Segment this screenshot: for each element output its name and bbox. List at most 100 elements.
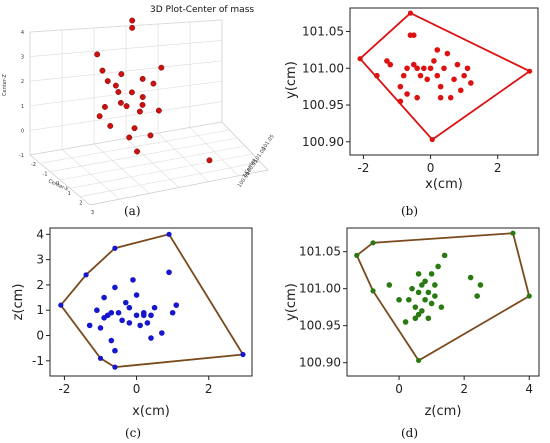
data-point xyxy=(97,325,104,331)
data-point xyxy=(438,304,445,310)
data-point xyxy=(133,312,140,319)
x-axis-label: z(cm) xyxy=(425,404,462,419)
data-point xyxy=(428,300,435,307)
data-point xyxy=(101,294,107,301)
z-tick-label: 4 xyxy=(21,30,24,36)
data-point-3d xyxy=(128,89,135,96)
data-point xyxy=(101,315,107,321)
x-axis-label: x(cm) xyxy=(425,177,463,192)
3d-floor-gridline xyxy=(125,138,180,188)
data-point xyxy=(414,65,420,72)
data-point-3d xyxy=(126,134,133,141)
data-point xyxy=(435,263,441,270)
x-tick-label: 2 xyxy=(460,382,468,396)
data-point xyxy=(140,312,147,319)
data-point xyxy=(122,299,129,306)
data-point xyxy=(410,61,417,68)
data-point-3d xyxy=(131,125,138,132)
x-tick-label-3d: -1 xyxy=(43,172,48,178)
data-point xyxy=(422,278,428,285)
data-point xyxy=(437,94,444,101)
caption-d: (d) xyxy=(401,426,418,440)
data-point xyxy=(397,98,404,105)
data-point-3d xyxy=(117,99,124,106)
data-point xyxy=(461,72,467,79)
data-point-3d xyxy=(96,113,103,120)
data-point xyxy=(434,72,441,79)
data-point-3d xyxy=(129,24,136,31)
3d-floor-gridline xyxy=(157,132,209,182)
data-point xyxy=(431,58,437,64)
data-point xyxy=(119,317,125,324)
data-point-3d xyxy=(129,17,136,24)
data-point xyxy=(94,307,100,314)
y-tick-label: 3 xyxy=(36,253,44,267)
data-point xyxy=(86,322,93,329)
hull-vertex xyxy=(429,136,435,143)
y-tick-label-3d: 101.05 xyxy=(261,134,276,152)
data-point xyxy=(137,322,143,329)
data-point xyxy=(412,304,419,310)
x-tick-label: 4 xyxy=(525,382,533,396)
x-tick-label-3d: 0 xyxy=(56,181,59,187)
data-point xyxy=(468,80,474,86)
x-tick-label: -2 xyxy=(357,161,369,175)
data-point xyxy=(148,335,154,341)
hull-vertex xyxy=(510,230,516,236)
data-point-3d xyxy=(206,157,213,164)
data-point xyxy=(384,58,390,64)
data-point xyxy=(112,347,118,354)
data-point-3d xyxy=(94,51,101,58)
hull-vertex xyxy=(83,272,89,278)
data-point-3d xyxy=(115,89,122,95)
hull-vertex xyxy=(370,240,376,246)
y-tick-label: -1 xyxy=(32,354,44,368)
data-point xyxy=(428,271,435,277)
caption-c: (c) xyxy=(125,426,141,440)
data-point xyxy=(474,293,480,299)
y-axis-label: y(cm) xyxy=(284,61,299,99)
data-point xyxy=(406,296,412,303)
data-point xyxy=(404,65,410,72)
data-point xyxy=(421,65,427,72)
hull-vertex xyxy=(407,10,414,16)
panel-a-3d-scatter: 3D Plot-Center of mass Center-Z Center-X… xyxy=(2,5,276,216)
data-point xyxy=(397,83,404,90)
x-tick-label-3d: 2 xyxy=(79,200,82,206)
data-point xyxy=(400,72,407,79)
hull-vertex xyxy=(527,68,533,74)
data-point xyxy=(414,94,420,101)
y-tick-label: 1 xyxy=(36,303,44,317)
data-point xyxy=(108,309,115,316)
data-point xyxy=(424,76,431,83)
data-point-3d xyxy=(158,64,165,71)
z-tick-label: 1 xyxy=(21,104,24,110)
z-tick-label: -1 xyxy=(19,153,24,159)
data-point xyxy=(432,293,438,299)
data-point xyxy=(457,87,464,94)
data-point-3d xyxy=(134,148,141,155)
hull-vertex xyxy=(112,364,118,370)
caption-b: (b) xyxy=(401,204,418,218)
data-point xyxy=(112,284,118,291)
x-tick-label-3d: 3 xyxy=(91,210,94,216)
hull-vertex xyxy=(354,252,360,258)
data-point xyxy=(447,94,454,101)
z-tick-label: 2 xyxy=(21,79,24,85)
y-tick-label: 100.90 xyxy=(299,356,341,370)
y-axis-label: z(cm) xyxy=(11,284,26,321)
y-tick-label: 4 xyxy=(36,227,44,241)
data-point-3d xyxy=(136,108,143,115)
x-tick-label: 0 xyxy=(427,161,435,175)
y-tick-label: 100.90 xyxy=(302,135,344,149)
data-point xyxy=(396,296,402,303)
y-tick-label: 100.95 xyxy=(302,98,344,112)
data-point xyxy=(166,269,172,276)
data-point xyxy=(441,252,448,259)
data-point xyxy=(148,312,154,319)
3d-gridlines xyxy=(29,19,261,200)
hull-vertex xyxy=(97,355,104,361)
y-tick-label: 101.05 xyxy=(299,245,341,259)
data-point xyxy=(133,292,140,298)
data-point xyxy=(444,50,451,57)
